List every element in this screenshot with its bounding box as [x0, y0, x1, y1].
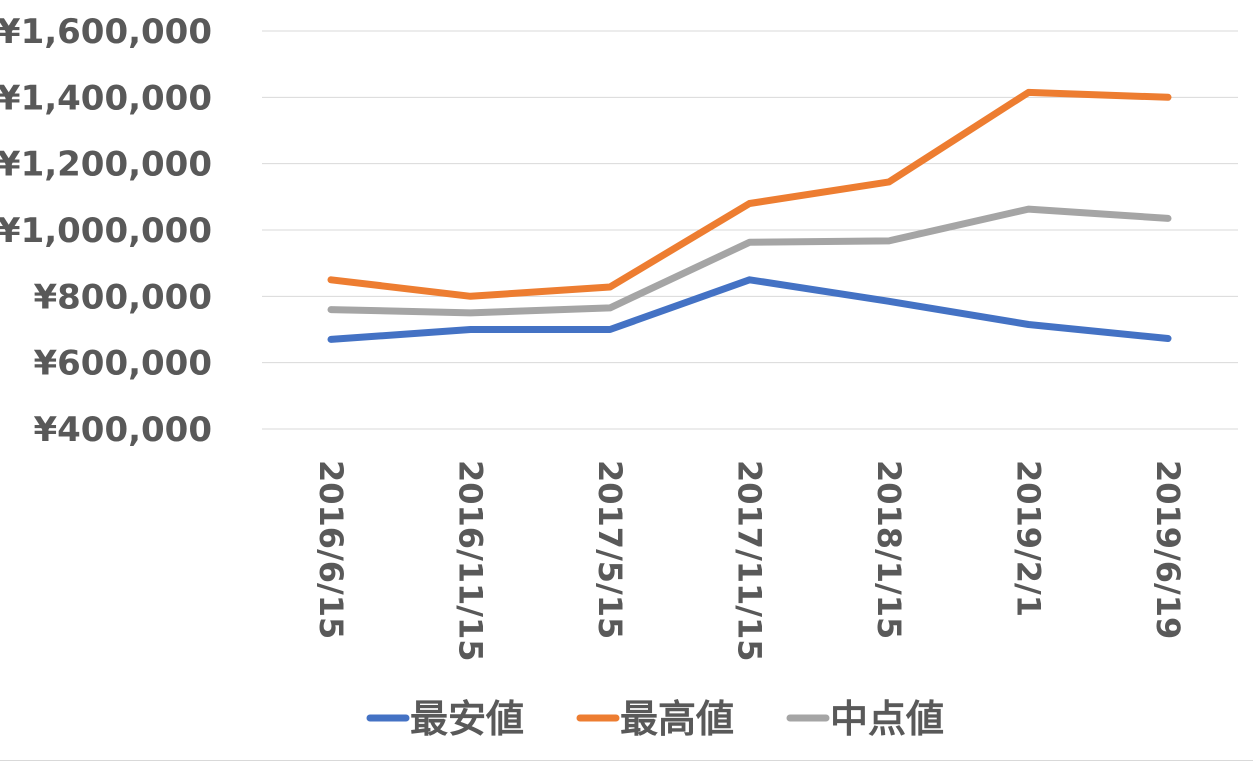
- x-tick-label: 2018/1/15: [870, 460, 908, 639]
- series-line: [327, 88, 1172, 300]
- legend-label: 中点値: [830, 697, 944, 741]
- y-tick-label: ¥400,000: [33, 410, 212, 450]
- x-tick-label: 2016/11/15: [451, 460, 489, 662]
- x-tick-label: 2019/6/19: [1149, 460, 1187, 639]
- x-tick-label: 2019/2/1: [1009, 460, 1047, 617]
- y-tick-label: ¥1,400,000: [0, 78, 212, 118]
- legend-label: 最高値: [620, 697, 734, 741]
- series-lines: [327, 88, 1172, 343]
- y-tick-label: ¥600,000: [33, 344, 212, 384]
- y-tick-label: ¥1,000,000: [0, 211, 212, 251]
- series-line: [327, 205, 1172, 317]
- y-tick-label: ¥800,000: [33, 277, 212, 317]
- legend: 最安値 最高値 中点値: [366, 697, 944, 741]
- x-tick-label: 2017/11/15: [730, 460, 768, 662]
- bottom-divider: [0, 760, 1253, 761]
- y-axis-tick-labels: ¥400,000 ¥600,000 ¥800,000 ¥1,000,000 ¥1,200…: [0, 12, 212, 450]
- gridlines: [262, 30, 1238, 430]
- series-line: [327, 276, 1172, 343]
- y-tick-label: ¥1,200,000: [0, 145, 212, 185]
- x-tick-label: 2016/6/15: [312, 460, 350, 639]
- y-tick-label: ¥1,600,000: [0, 12, 212, 52]
- x-axis-tick-labels: 2016/6/15 2016/11/15 2017/5/15 2017/11/15 20…: [312, 460, 1187, 662]
- x-tick-label: 2017/5/15: [591, 460, 629, 639]
- legend-label: 最安値: [410, 697, 524, 741]
